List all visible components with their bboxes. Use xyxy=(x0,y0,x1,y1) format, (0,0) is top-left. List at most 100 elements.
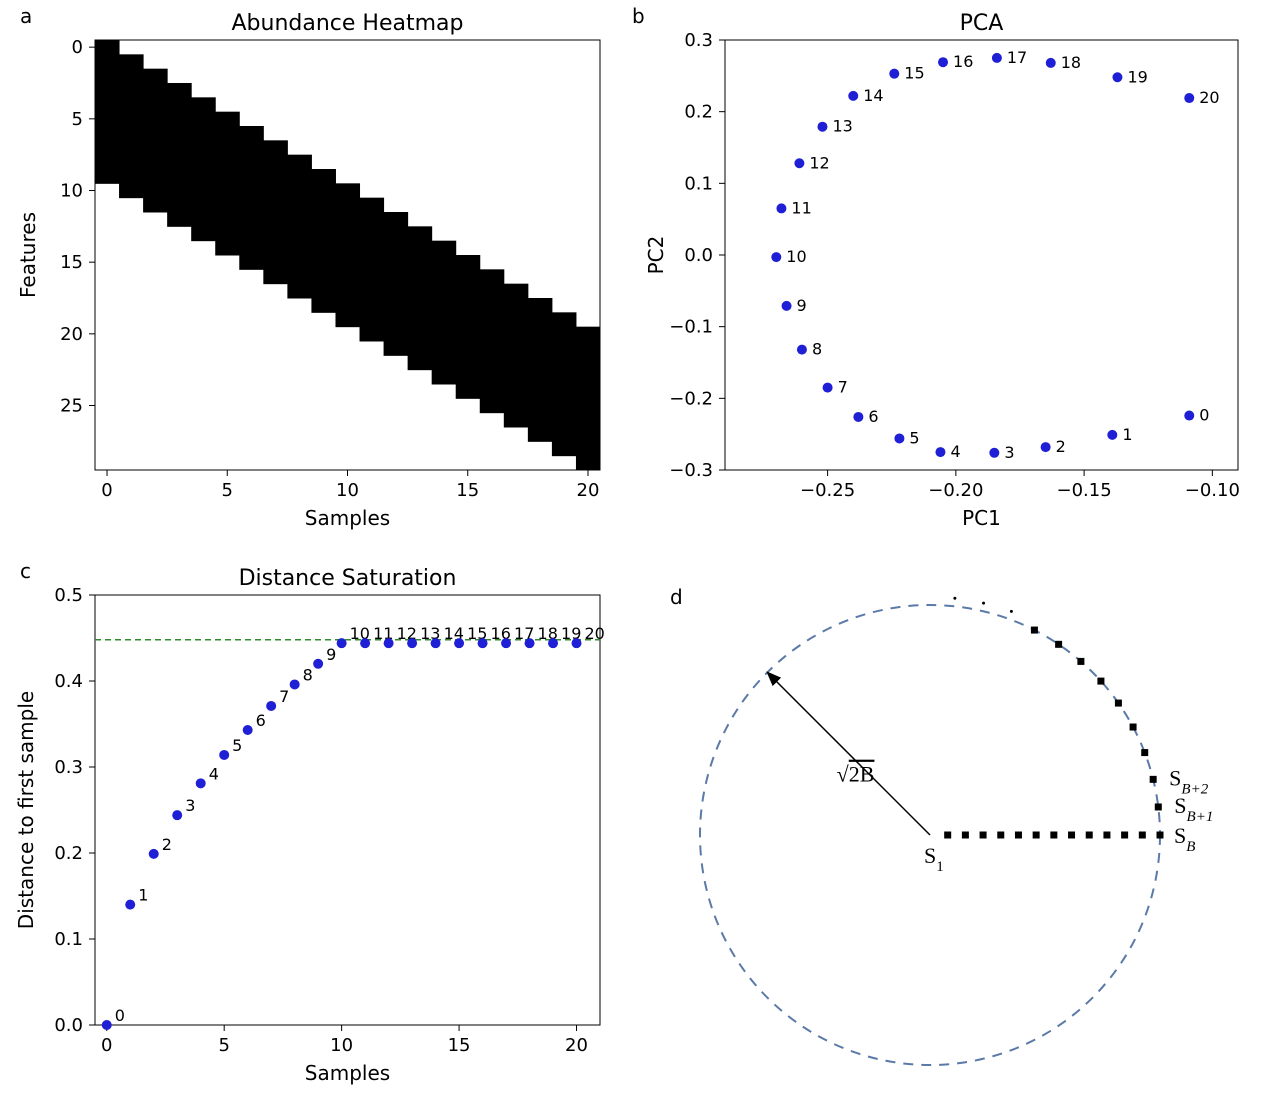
arc-marker xyxy=(1155,803,1162,810)
svg-text:9: 9 xyxy=(326,645,336,664)
panel-c-xlabel: Samples xyxy=(305,1061,390,1085)
pca-point xyxy=(935,447,945,457)
svg-text:25: 25 xyxy=(60,396,83,417)
svg-text:4: 4 xyxy=(950,442,960,461)
svg-text:20: 20 xyxy=(1199,88,1219,107)
radius-marker xyxy=(1015,832,1022,839)
panel-b-ylabel: PC2 xyxy=(644,236,668,275)
svg-text:2: 2 xyxy=(162,835,172,854)
pca-point xyxy=(1041,442,1051,452)
panel-a-title: Abundance Heatmap xyxy=(232,11,464,36)
panel-label-d: d xyxy=(670,585,683,609)
pca-point xyxy=(776,203,786,213)
svg-text:−0.15: −0.15 xyxy=(1057,480,1112,501)
distance-point xyxy=(125,900,135,910)
center-label: S1 xyxy=(924,843,944,875)
panel-c-title: Distance Saturation xyxy=(239,566,457,591)
distance-point xyxy=(384,638,394,648)
pca-point xyxy=(771,252,781,262)
distance-point xyxy=(266,701,276,711)
pca-point xyxy=(848,91,858,101)
svg-text:5: 5 xyxy=(222,480,233,501)
svg-text:0.2: 0.2 xyxy=(684,102,713,123)
pca-point xyxy=(1184,411,1194,421)
svg-text:−0.2: −0.2 xyxy=(669,388,713,409)
radius-marker xyxy=(1068,832,1075,839)
distance-point xyxy=(360,638,370,648)
panel-label-a: a xyxy=(20,4,32,28)
pca-point xyxy=(794,158,804,168)
radius-marker xyxy=(1103,832,1110,839)
svg-text:3: 3 xyxy=(185,796,195,815)
distance-point xyxy=(243,725,253,735)
pca-point xyxy=(938,57,948,67)
svg-text:3: 3 xyxy=(1004,443,1014,462)
distance-point xyxy=(548,638,558,648)
svg-text:0.3: 0.3 xyxy=(684,30,713,51)
radius-marker xyxy=(1086,832,1093,839)
svg-text:5: 5 xyxy=(218,1035,229,1056)
svg-text:1: 1 xyxy=(1122,425,1132,444)
panel-label-b: b xyxy=(632,4,645,28)
pca-point xyxy=(1107,430,1117,440)
distance-point xyxy=(337,638,347,648)
svg-text:0: 0 xyxy=(72,37,83,58)
svg-text:0.2: 0.2 xyxy=(54,843,83,864)
svg-text:10: 10 xyxy=(786,247,806,266)
svg-text:0.3: 0.3 xyxy=(54,757,83,778)
arc-marker xyxy=(1130,724,1137,731)
pca-point xyxy=(894,433,904,443)
svg-text:15: 15 xyxy=(60,252,83,273)
distance-point xyxy=(313,659,323,669)
svg-text:−0.20: −0.20 xyxy=(928,480,983,501)
pca-point xyxy=(853,412,863,422)
pca-point xyxy=(992,53,1002,63)
distance-point xyxy=(290,679,300,689)
pca-point xyxy=(989,448,999,458)
svg-text:20: 20 xyxy=(585,624,605,643)
radius-label: √2B xyxy=(837,762,875,787)
pca-point xyxy=(797,345,807,355)
svg-text:19: 19 xyxy=(1127,67,1147,86)
svg-text:0: 0 xyxy=(101,1035,112,1056)
svg-text:12: 12 xyxy=(809,153,829,172)
radius-marker xyxy=(944,832,951,839)
svg-text:20: 20 xyxy=(577,480,600,501)
svg-text:0.1: 0.1 xyxy=(684,173,713,194)
distance-point xyxy=(149,849,159,859)
arc-marker xyxy=(1115,700,1122,707)
distance-point xyxy=(407,638,417,648)
radius-arrow xyxy=(767,672,930,835)
svg-text:15: 15 xyxy=(448,1035,471,1056)
svg-text:5: 5 xyxy=(232,736,242,755)
panel-a-xlabel: Samples xyxy=(305,506,390,530)
radius-marker xyxy=(980,832,987,839)
panel-a-heatmap: Abundance Heatmap051015200510152025Sampl… xyxy=(0,0,620,540)
svg-text:20: 20 xyxy=(565,1035,588,1056)
svg-text:6: 6 xyxy=(868,407,878,426)
distance-point xyxy=(102,1020,112,1030)
distance-point xyxy=(196,778,206,788)
arc-marker xyxy=(1055,641,1062,648)
arc-label: SB+1 xyxy=(1174,793,1213,825)
pca-point xyxy=(823,383,833,393)
svg-text:9: 9 xyxy=(797,296,807,315)
svg-text:18: 18 xyxy=(1061,53,1081,72)
svg-text:0.0: 0.0 xyxy=(54,1015,83,1036)
radius-marker xyxy=(1139,832,1146,839)
svg-text:13: 13 xyxy=(832,117,852,136)
sb-label: SB xyxy=(1174,823,1195,855)
svg-text:0.4: 0.4 xyxy=(54,671,83,692)
svg-text:6: 6 xyxy=(256,711,266,730)
distance-point xyxy=(525,638,535,648)
radius-marker xyxy=(1121,832,1128,839)
svg-text:17: 17 xyxy=(1007,48,1027,67)
distance-point xyxy=(219,750,229,760)
panel-label-c: c xyxy=(20,559,31,583)
svg-text:0: 0 xyxy=(115,1006,125,1025)
arc-marker xyxy=(1097,678,1104,685)
svg-text:5: 5 xyxy=(72,109,83,130)
distance-point xyxy=(478,638,488,648)
panel-a-ylabel: Features xyxy=(16,212,40,298)
svg-text:20: 20 xyxy=(60,324,83,345)
